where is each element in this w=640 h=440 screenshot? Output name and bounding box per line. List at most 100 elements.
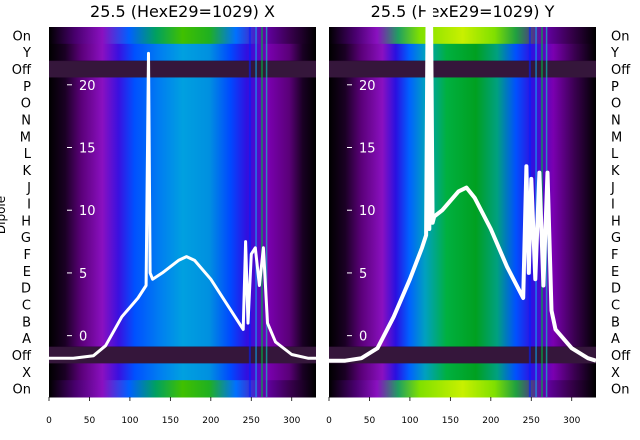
heatmap-row-f xyxy=(329,245,596,263)
y-axis-label: Dipole xyxy=(0,196,8,234)
dipole-label-left: D xyxy=(21,282,31,297)
dipole-label-right: A xyxy=(611,332,620,347)
heatmap-row-x xyxy=(329,363,596,381)
dipole-label-left: A xyxy=(22,332,31,347)
heatmap-row-f xyxy=(49,245,316,263)
heatmap-row-c xyxy=(49,296,316,314)
dipole-label-right: I xyxy=(611,198,615,213)
overlay-y-tick-label: 15 xyxy=(359,142,376,157)
dipole-label-left: H xyxy=(21,214,31,229)
overlay-y-tick-label: 15 xyxy=(79,142,96,157)
x-tick-label: 300 xyxy=(283,416,300,426)
overlay-y-tick-label: 5 xyxy=(359,267,367,282)
overlay-series-line xyxy=(329,0,597,363)
x-tick-label: 300 xyxy=(563,416,580,426)
x-tick-label: 250 xyxy=(243,416,260,426)
x-tick-label: 200 xyxy=(482,416,499,426)
dipole-label-left: N xyxy=(21,114,31,129)
dipole-label-right: K xyxy=(611,164,620,179)
dipole-label-left: Off xyxy=(12,349,32,364)
x-tick-label: 0 xyxy=(326,416,332,426)
dipole-label-left: P xyxy=(23,80,31,95)
overlay-y-tick-label: 10 xyxy=(79,204,96,219)
overlay-y-tick-label: 20 xyxy=(79,79,96,94)
dipole-label-left: C xyxy=(22,299,31,314)
x-tick-label: 100 xyxy=(121,416,138,426)
dipole-label-right: Y xyxy=(610,46,619,61)
heatmap-row-x xyxy=(49,363,316,381)
overlay-y-tick-label: 0 xyxy=(79,330,87,345)
heatmap-row-e xyxy=(49,262,316,280)
heatmap-row-o xyxy=(49,94,316,112)
dipole-label-left: Off xyxy=(12,63,32,78)
heatmap-row-y xyxy=(49,43,316,62)
dipole-label-right: Off xyxy=(611,349,631,364)
heatmap-row-g xyxy=(49,228,316,247)
heatmap-row-j xyxy=(49,178,316,196)
dipole-label-left: I xyxy=(27,198,31,213)
dipole-label-right: F xyxy=(611,248,618,263)
heatmap-row-k xyxy=(49,161,316,179)
heatmap-row-y xyxy=(329,43,596,62)
heatmap-row-off xyxy=(49,60,316,78)
overlay-y-tick-label: 25 xyxy=(79,16,96,31)
panel-x xyxy=(49,27,316,398)
overlay-y-tick-label: 5 xyxy=(79,267,87,282)
dipole-label-left: B xyxy=(22,315,31,330)
dipole-label-right: E xyxy=(611,265,619,280)
chart-title: 25.5 (HexE29=1029) Y xyxy=(371,2,555,21)
heatmap-row-n xyxy=(49,111,316,129)
dipole-label-left: J xyxy=(26,181,31,196)
heatmap-stripe xyxy=(265,27,268,397)
dipole-label-right: M xyxy=(611,130,622,145)
overlay-y-tick-label: 20 xyxy=(359,79,376,94)
dipole-label-left: X xyxy=(22,366,31,381)
overlay-y-tick-label: 10 xyxy=(359,204,376,219)
dipole-label-right: D xyxy=(611,282,621,297)
dipole-label-left: On xyxy=(13,383,31,398)
dipole-label-right: H xyxy=(611,214,621,229)
x-tick-label: 50 xyxy=(84,416,96,426)
overlay-series-line xyxy=(49,51,316,360)
x-tick-label: 150 xyxy=(162,416,179,426)
heatmap-stripe xyxy=(248,27,251,397)
dipole-label-left: O xyxy=(21,97,31,112)
chart-title: 25.5 (HexE29=1029) X xyxy=(90,2,275,21)
dipole-label-right: P xyxy=(611,80,619,95)
dipole-label-right: N xyxy=(611,114,621,129)
dipole-label-right: G xyxy=(611,231,621,246)
dipole-label-right: On xyxy=(611,383,629,398)
x-tick-label: 100 xyxy=(401,416,418,426)
heatmap-row-c xyxy=(329,296,596,314)
heatmap-row-a xyxy=(49,329,316,348)
dipole-label-right: O xyxy=(611,97,621,112)
dipole-label-right: On xyxy=(611,29,629,44)
heatmap-row-o xyxy=(329,94,596,112)
dipole-label-left: L xyxy=(24,147,32,162)
x-tick-label: 0 xyxy=(46,416,52,426)
heatmap-row-on xyxy=(329,380,596,398)
dipole-label-left: On xyxy=(13,29,31,44)
heatmap-row-n xyxy=(329,111,596,129)
dipole-label-left: M xyxy=(20,130,31,145)
x-tick-label: 200 xyxy=(202,416,219,426)
heatmap-row-off xyxy=(329,60,596,78)
x-tick-label: 50 xyxy=(364,416,376,426)
overlay-y-tick-label: 0 xyxy=(359,330,367,345)
heatmap-row-j xyxy=(329,178,596,196)
dipole-label-right: B xyxy=(611,315,620,330)
dipole-label-right: Off xyxy=(611,63,631,78)
heatmap-row-g xyxy=(329,228,596,247)
dipole-label-right: C xyxy=(611,299,620,314)
heatmap-row-d xyxy=(329,279,596,297)
dipole-label-left: K xyxy=(22,164,31,179)
heatmap-stripe xyxy=(260,27,263,397)
heatmap-row-on xyxy=(49,380,316,398)
heatmap-stripe xyxy=(255,27,257,397)
overlay-y-tick-label: 25 xyxy=(359,16,376,31)
dipole-label-right: X xyxy=(611,366,620,381)
dipole-label-right: J xyxy=(610,181,615,196)
dipole-label-left: F xyxy=(24,248,31,263)
dipole-label-left: Y xyxy=(22,46,31,61)
